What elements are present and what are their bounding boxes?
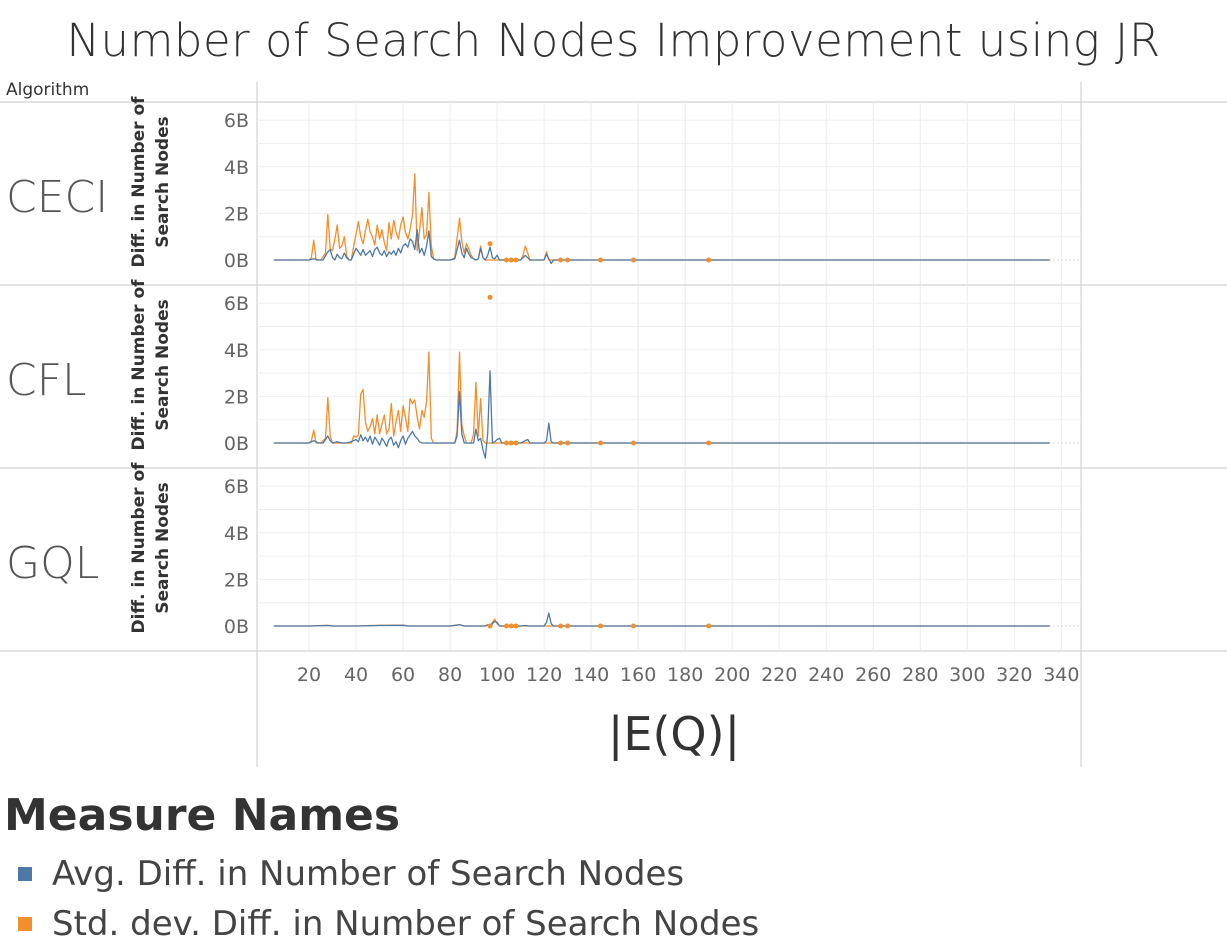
x-tick-label: 260 bbox=[855, 664, 891, 686]
std-point-ceci bbox=[504, 257, 510, 263]
std-point-ceci bbox=[487, 241, 493, 247]
x-tick-label: 320 bbox=[996, 664, 1032, 686]
series-line-avg-gql bbox=[273, 612, 1050, 628]
x-tick-label: 300 bbox=[949, 664, 985, 686]
series-line-avg-ceci bbox=[273, 229, 1050, 265]
legend: Measure Names Avg. Diff. in Number of Se… bbox=[4, 790, 759, 949]
row-header-label: Algorithm bbox=[6, 80, 89, 100]
x-tick-label: 20 bbox=[297, 664, 321, 686]
x-tick-label: 40 bbox=[344, 664, 368, 686]
std-point-ceci bbox=[706, 257, 712, 263]
y-axis-title-cfl: Diff. in Number of Search Nodes bbox=[129, 279, 173, 451]
y-tick-label-ceci: 4B bbox=[224, 157, 249, 179]
x-tick-label: 240 bbox=[808, 664, 844, 686]
y-tick-label-cfl: 6B bbox=[224, 293, 249, 315]
x-tick-label: 220 bbox=[761, 664, 797, 686]
std-point-gql bbox=[706, 623, 712, 629]
chart-title: Number of Search Nodes Improvement using… bbox=[66, 14, 1161, 67]
std-point-cfl bbox=[504, 440, 510, 446]
legend-item-avg[interactable]: Avg. Diff. in Number of Search Nodes bbox=[4, 849, 759, 899]
std-point-gql bbox=[513, 623, 519, 629]
x-tick-label: 340 bbox=[1043, 664, 1079, 686]
y-axis-title-ceci: Diff. in Number of Search Nodes bbox=[129, 96, 173, 268]
y-axis-title-gql: Diff. in Number of Search Nodes bbox=[129, 462, 173, 634]
algorithm-label-cfl: CFL bbox=[6, 355, 87, 406]
legend-label-std: Std. dev. Diff. in Number of Search Node… bbox=[52, 904, 760, 944]
std-point-ceci bbox=[565, 257, 571, 263]
series-line-std-cfl bbox=[273, 351, 1050, 444]
std-point-cfl bbox=[513, 440, 519, 446]
x-tick-label: 200 bbox=[714, 664, 750, 686]
legend-item-std[interactable]: Std. dev. Diff. in Number of Search Node… bbox=[4, 899, 759, 949]
std-point-cfl bbox=[598, 440, 604, 446]
series-line-std-ceci bbox=[273, 173, 1050, 261]
algorithm-label-ceci: CECI bbox=[6, 172, 108, 223]
std-point-gql bbox=[504, 623, 510, 629]
std-point-cfl bbox=[558, 440, 564, 446]
x-tick-label: 100 bbox=[479, 664, 515, 686]
y-tick-label-gql: 6B bbox=[224, 476, 249, 498]
std-point-ceci bbox=[598, 257, 604, 263]
x-tick-label: 80 bbox=[438, 664, 462, 686]
y-tick-label-ceci: 6B bbox=[224, 110, 249, 132]
x-tick-label: 140 bbox=[573, 664, 609, 686]
series-line-avg-cfl bbox=[273, 370, 1050, 459]
legend-swatch-std bbox=[18, 917, 32, 931]
y-tick-label-gql: 0B bbox=[224, 616, 249, 638]
std-point-gql bbox=[508, 623, 514, 629]
std-point-ceci bbox=[508, 257, 514, 263]
std-point-ceci bbox=[558, 257, 564, 263]
legend-swatch-avg bbox=[18, 867, 32, 881]
algorithm-label-gql: GQL bbox=[6, 538, 99, 589]
std-point-gql bbox=[487, 623, 493, 629]
legend-title: Measure Names bbox=[4, 790, 401, 841]
std-point-ceci bbox=[513, 257, 519, 263]
std-point-gql bbox=[598, 623, 604, 629]
std-point-cfl bbox=[630, 440, 636, 446]
y-tick-label-gql: 4B bbox=[224, 523, 249, 545]
std-point-cfl bbox=[487, 294, 493, 300]
x-tick-label: 120 bbox=[526, 664, 562, 686]
y-tick-label-cfl: 0B bbox=[224, 433, 249, 455]
std-point-cfl bbox=[706, 440, 712, 446]
std-point-gql bbox=[565, 623, 571, 629]
std-point-gql bbox=[558, 623, 564, 629]
legend-label-avg: Avg. Diff. in Number of Search Nodes bbox=[52, 854, 685, 894]
std-point-cfl bbox=[508, 440, 514, 446]
x-tick-label: 60 bbox=[391, 664, 415, 686]
y-tick-label-cfl: 2B bbox=[224, 386, 249, 408]
y-tick-label-cfl: 4B bbox=[224, 340, 249, 362]
y-tick-label-ceci: 0B bbox=[224, 250, 249, 272]
y-tick-label-gql: 2B bbox=[224, 569, 249, 591]
x-tick-label: 280 bbox=[902, 664, 938, 686]
x-tick-label: 180 bbox=[667, 664, 703, 686]
y-tick-label-ceci: 2B bbox=[224, 203, 249, 225]
std-point-gql bbox=[630, 623, 636, 629]
std-point-cfl bbox=[565, 440, 571, 446]
x-tick-label: 160 bbox=[620, 664, 656, 686]
std-point-ceci bbox=[630, 257, 636, 263]
x-axis-title: |E(Q)| bbox=[608, 707, 740, 762]
chart-canvas: Algorithm 0B 2B 4B 6B CECI Diff. in Number of S… bbox=[0, 80, 1227, 767]
